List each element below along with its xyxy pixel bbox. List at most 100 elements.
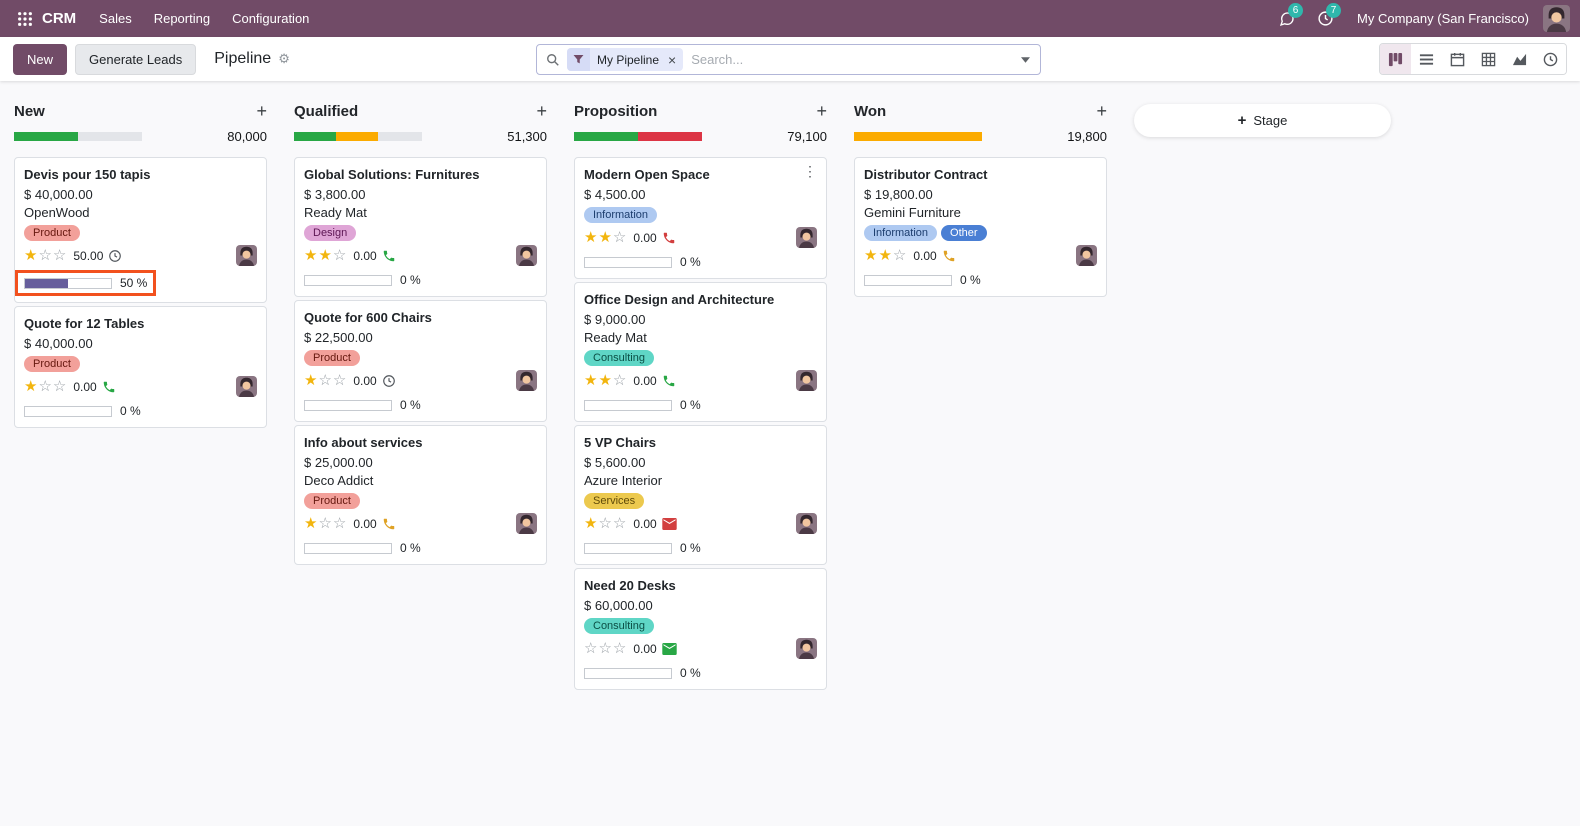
column-total: 79,100	[787, 129, 827, 144]
clock-icon[interactable]	[382, 374, 396, 388]
star-icon[interactable]: ★	[24, 247, 38, 264]
star-icon[interactable]: ☆	[318, 372, 332, 389]
new-button[interactable]: New	[13, 43, 68, 75]
facet-remove-icon[interactable]: ×	[668, 51, 677, 68]
star-icon[interactable]: ★	[584, 372, 598, 389]
phone-icon[interactable]	[662, 374, 676, 388]
star-icon[interactable]: ☆	[52, 378, 67, 395]
progress-segment-yellow[interactable]	[336, 132, 379, 141]
column-progressbar[interactable]	[14, 132, 142, 141]
company-menu[interactable]: My Company (San Francisco)	[1357, 11, 1529, 26]
apps-grid-icon[interactable]	[10, 0, 40, 37]
activities-clock-icon[interactable]: 7	[1309, 0, 1342, 37]
user-avatar[interactable]	[1543, 5, 1570, 32]
progress-segment-red[interactable]	[638, 132, 702, 141]
card-progressbar	[24, 405, 112, 417]
progress-segment-green[interactable]	[294, 132, 337, 141]
star-icon[interactable]: ★	[584, 515, 598, 532]
progress-segment-green[interactable]	[574, 132, 638, 141]
kanban-view-icon[interactable]	[1380, 44, 1411, 74]
column-progressbar[interactable]	[854, 132, 982, 141]
quick-add-icon[interactable]: +	[816, 101, 827, 121]
clock-icon[interactable]	[108, 249, 122, 263]
search-input[interactable]	[683, 52, 1010, 67]
activity-view-icon[interactable]	[1535, 44, 1566, 74]
star-icon[interactable]: ☆	[598, 515, 612, 532]
envelope-icon[interactable]	[662, 517, 677, 530]
star-icon[interactable]: ☆	[52, 247, 67, 264]
kanban-card[interactable]: Info about services $ 25,000.00 Deco Add…	[294, 425, 547, 565]
star-icon[interactable]: ★	[304, 372, 318, 389]
kanban-card[interactable]: Quote for 12 Tables $ 40,000.00 Product …	[14, 306, 267, 428]
tag: Other	[941, 225, 987, 241]
tag: Design	[304, 225, 357, 241]
avatar	[516, 513, 537, 534]
kanban-card[interactable]: Devis pour 150 tapis $ 40,000.00 OpenWoo…	[14, 157, 267, 303]
star-icon[interactable]: ☆	[584, 640, 598, 657]
kanban-card[interactable]: Global Solutions: Furnitures $ 3,800.00 …	[294, 157, 547, 297]
quick-add-icon[interactable]: +	[1096, 101, 1107, 121]
star-icon[interactable]: ☆	[318, 515, 332, 532]
progress-segment-green[interactable]	[14, 132, 78, 141]
star-icon[interactable]: ★	[598, 229, 612, 246]
star-icon[interactable]: ☆	[332, 372, 347, 389]
calendar-view-icon[interactable]	[1442, 44, 1473, 74]
app-brand[interactable]: CRM	[42, 10, 77, 27]
menu-configuration[interactable]: Configuration	[232, 11, 310, 26]
column-progressbar[interactable]	[574, 132, 702, 141]
column-progressbar[interactable]	[294, 132, 422, 141]
progress-segment-yellow[interactable]	[854, 132, 982, 141]
kanban-card[interactable]: Quote for 600 Chairs $ 22,500.00 Product…	[294, 300, 547, 422]
progress-label: 0 %	[400, 273, 421, 287]
kanban-card[interactable]: Need 20 Desks $ 60,000.00 Consulting ☆ ☆ ☆…	[574, 568, 827, 690]
star-icon[interactable]: ☆	[38, 378, 52, 395]
menu-reporting[interactable]: Reporting	[153, 11, 211, 26]
graph-view-icon[interactable]	[1504, 44, 1535, 74]
card-progressbar	[584, 667, 672, 679]
gear-icon[interactable]: ⚙	[278, 51, 290, 66]
star-icon[interactable]: ☆	[38, 247, 52, 264]
pivot-view-icon[interactable]	[1473, 44, 1504, 74]
quick-add-icon[interactable]: +	[256, 101, 267, 121]
phone-icon[interactable]	[102, 380, 116, 394]
star-icon[interactable]: ☆	[612, 515, 627, 532]
star-icon[interactable]: ☆	[612, 229, 627, 246]
progress-label: 50 %	[120, 276, 148, 290]
phone-icon[interactable]	[382, 517, 396, 531]
star-icon[interactable]: ★	[598, 372, 612, 389]
generate-leads-button[interactable]: Generate Leads	[75, 43, 197, 75]
star-icon[interactable]: ★	[878, 247, 892, 264]
add-stage-column: + Stage	[1134, 104, 1391, 137]
kebab-menu-icon[interactable]: ⋮	[803, 163, 817, 179]
kanban-card[interactable]: ⋮ Modern Open Space $ 4,500.00 Informati…	[574, 157, 827, 279]
phone-icon[interactable]	[382, 249, 396, 263]
kanban-card[interactable]: Office Design and Architecture $ 9,000.0…	[574, 282, 827, 422]
star-icon[interactable]: ★	[318, 247, 332, 264]
envelope-icon[interactable]	[662, 642, 677, 655]
star-icon[interactable]: ★	[304, 515, 318, 532]
messages-icon[interactable]: 6	[1271, 0, 1304, 37]
star-icon[interactable]: ☆	[598, 640, 612, 657]
kanban-card[interactable]: Distributor Contract $ 19,800.00 Gemini …	[854, 157, 1107, 297]
star-icon[interactable]: ☆	[332, 247, 347, 264]
star-icon[interactable]: ☆	[612, 372, 627, 389]
star-icon[interactable]: ☆	[332, 515, 347, 532]
search-bar[interactable]: My Pipeline ×	[536, 44, 1041, 75]
phone-icon[interactable]	[662, 231, 676, 245]
add-stage-button[interactable]: + Stage	[1134, 104, 1391, 137]
star-icon[interactable]: ★	[584, 229, 598, 246]
star-icon[interactable]: ☆	[612, 640, 627, 657]
search-facet[interactable]: My Pipeline ×	[567, 48, 684, 71]
phone-icon[interactable]	[942, 249, 956, 263]
menu-sales[interactable]: Sales	[99, 11, 132, 26]
star-icon[interactable]: ☆	[892, 247, 907, 264]
kanban-card[interactable]: 5 VP Chairs $ 5,600.00 Azure Interior Se…	[574, 425, 827, 565]
card-amount: $ 40,000.00	[24, 336, 93, 351]
star-icon[interactable]: ★	[24, 378, 38, 395]
star-icon[interactable]: ★	[304, 247, 318, 264]
search-dropdown-caret-icon[interactable]	[1010, 45, 1040, 74]
progress-label: 0 %	[680, 255, 701, 269]
quick-add-icon[interactable]: +	[536, 101, 547, 121]
list-view-icon[interactable]	[1411, 44, 1442, 74]
star-icon[interactable]: ★	[864, 247, 878, 264]
